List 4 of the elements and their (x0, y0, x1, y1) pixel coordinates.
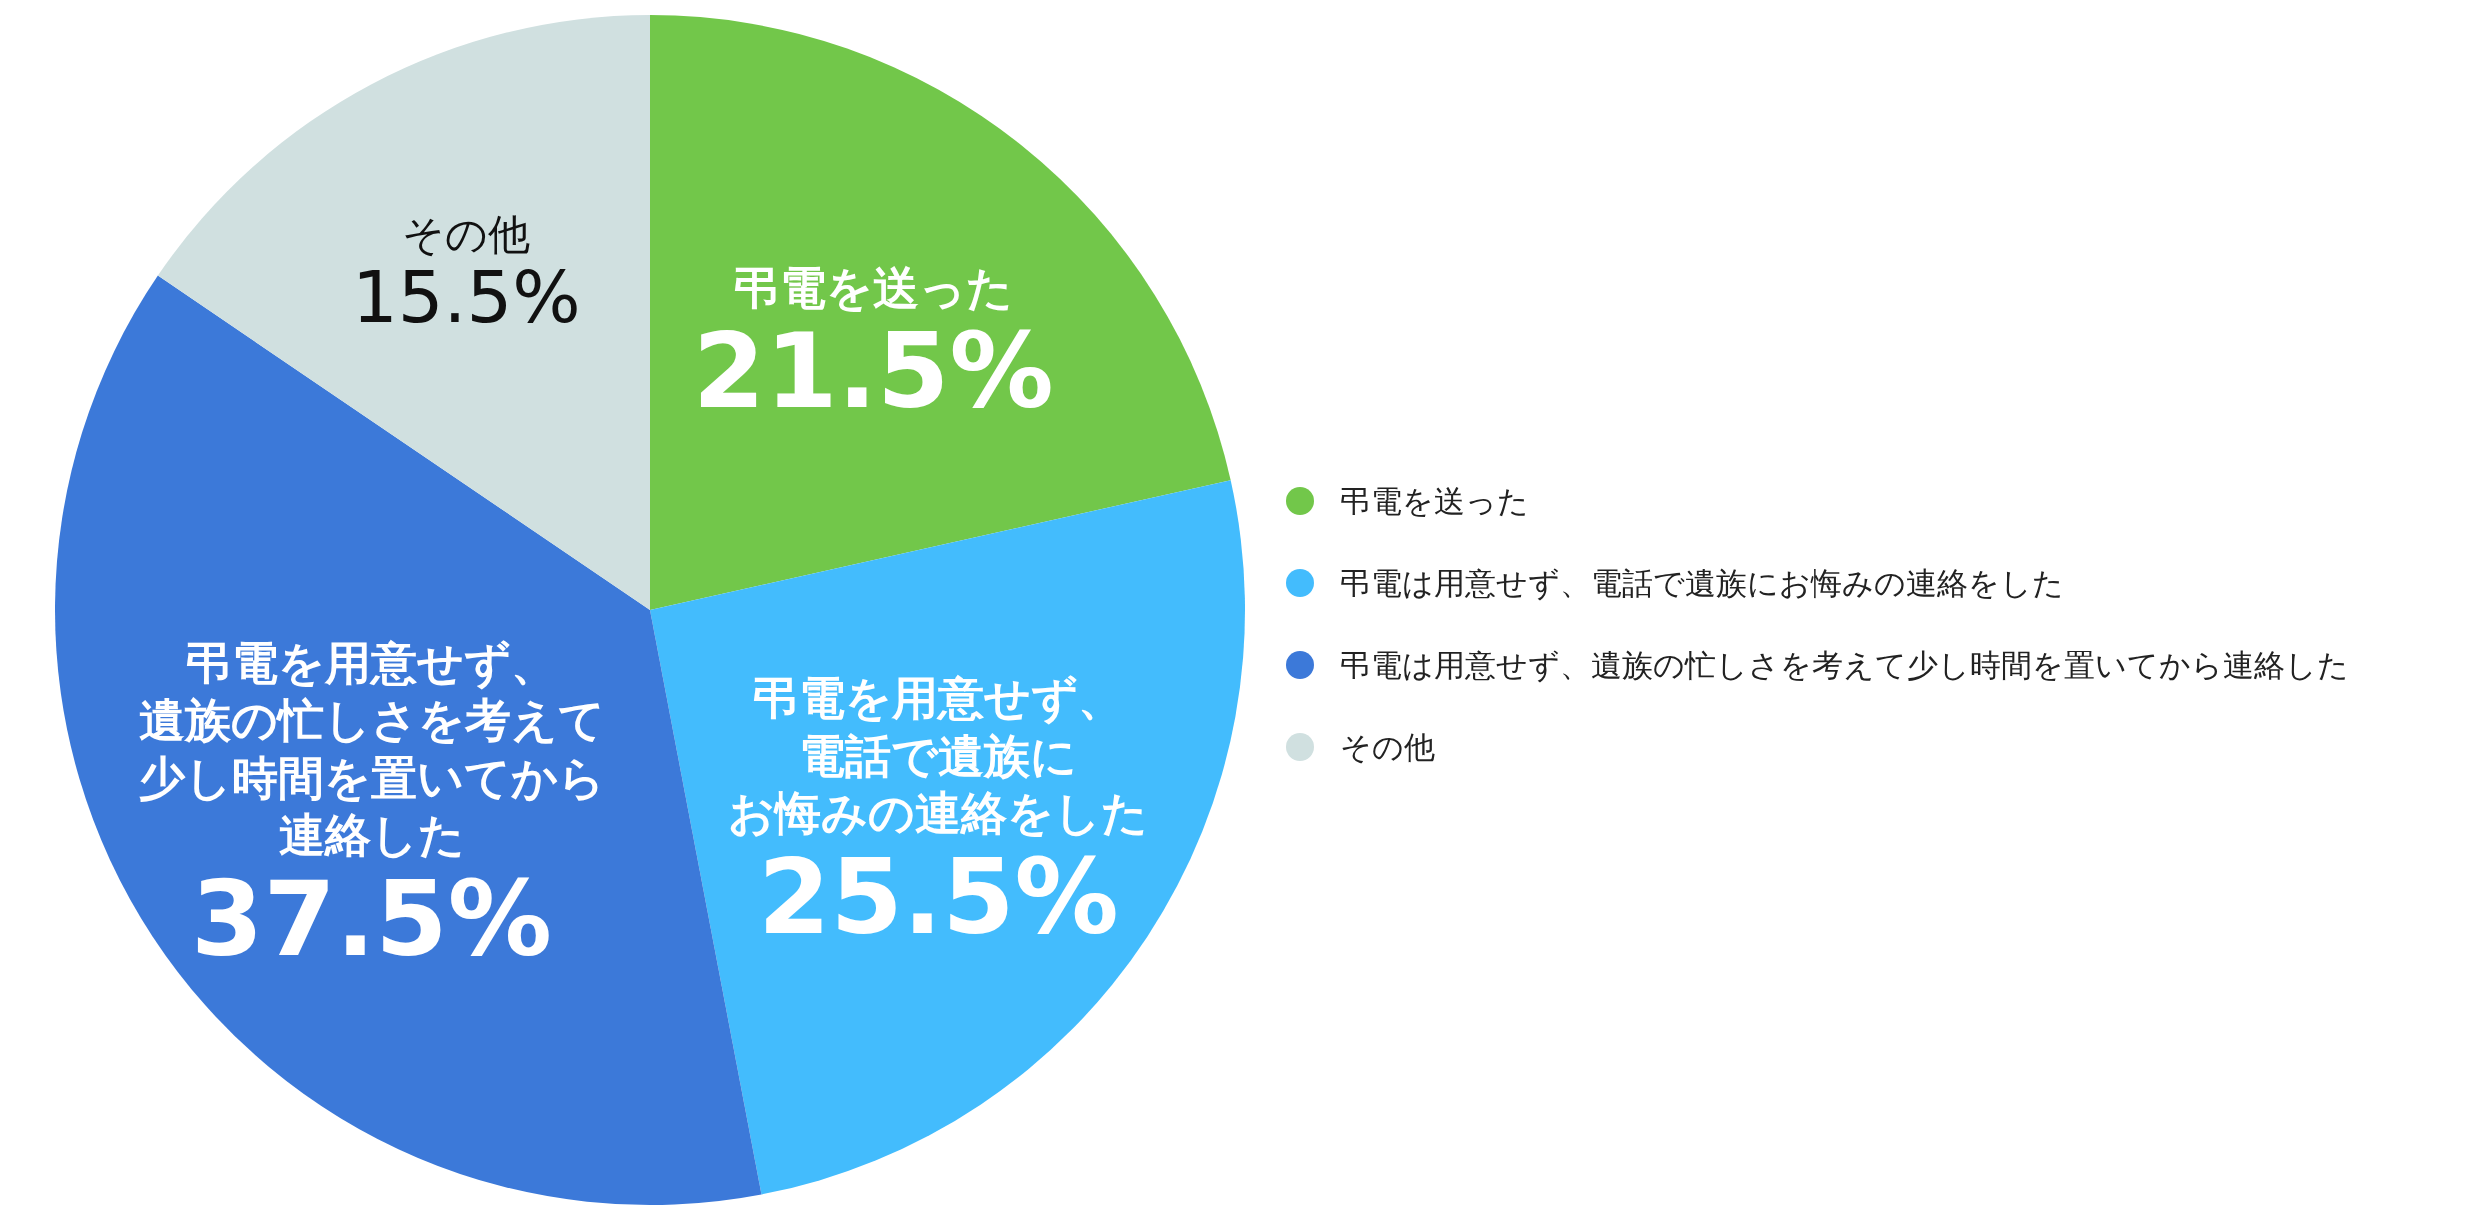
legend-label: その他 (1340, 729, 1435, 765)
legend-label: 弔電を送った (1340, 483, 1529, 519)
legend-label: 弔電は用意せず、遺族の忙しさを考えて少し時間を置いてから連絡した (1340, 647, 2349, 683)
legend-label: 弔電は用意せず、電話で遺族にお悔みの連絡をした (1340, 565, 2064, 601)
